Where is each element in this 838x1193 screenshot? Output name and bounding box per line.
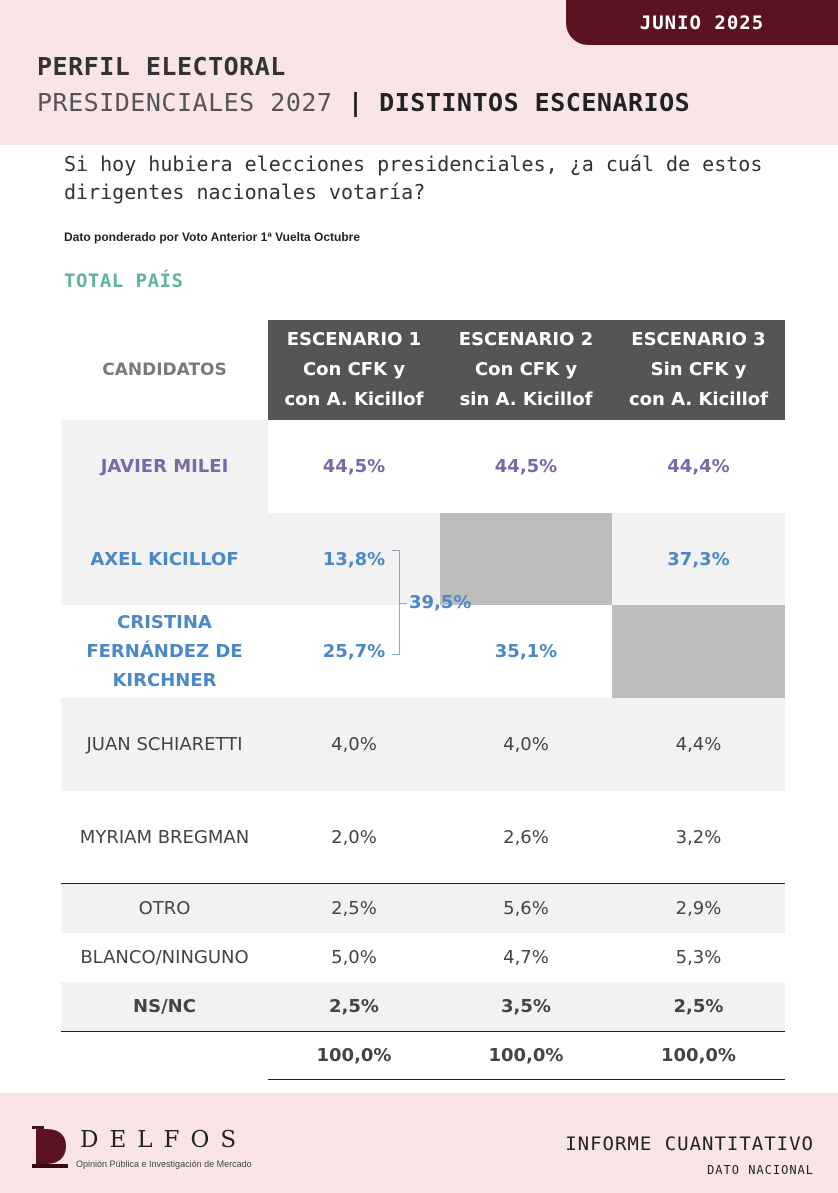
divider-table-bottom <box>268 1079 785 1080</box>
row-bg-schiaretti <box>61 698 785 791</box>
row-bg-kicillof <box>61 513 785 605</box>
combined-bracket-tick <box>400 603 407 604</box>
page-subtitle: PRESIDENCIALES 2027 | DISTINTOS ESCENARI… <box>37 88 690 117</box>
otro-scenario-1: 2,5% <box>331 898 377 919</box>
header-candidates: CANDIDATOS <box>102 360 227 380</box>
bregman-scenario-2: 2,6% <box>503 827 549 848</box>
survey-question: Si hoy hubiera elecciones presidenciales… <box>64 152 763 204</box>
scenario-1-line2: Con CFK y <box>302 359 406 380</box>
cfk-scenario-1: 25,7% <box>322 641 386 662</box>
nsnc-scenario-3: 2,5% <box>673 996 724 1017</box>
not-applicable-cell-scenario-2 <box>440 513 612 605</box>
kicillof-scenario-1: 13,8% <box>322 548 386 570</box>
combined-scenario-1: 39,5% <box>409 592 472 613</box>
candidate-schiaretti: JUAN SCHIARETTI <box>86 734 243 755</box>
cfk-name-line2: FERNÁNDEZ DE <box>86 641 243 662</box>
milei-values-bg <box>268 420 785 513</box>
subtitle-part-b: DISTINTOS ESCENARIOS <box>379 88 691 117</box>
weighting-note: Dato ponderado por Voto Anterior 1ª Vuel… <box>64 230 361 244</box>
blanco-scenario-2: 4,7% <box>503 947 549 968</box>
scenario-3-line1: ESCENARIO 3 <box>631 329 766 350</box>
option-nsnc: NS/NC <box>133 996 196 1017</box>
header-scenario-1: ESCENARIO 1 Con CFK y con A. Kicillof <box>268 320 440 420</box>
schiaretti-scenario-2: 4,0% <box>503 734 549 755</box>
scenario-2-line1: ESCENARIO 2 <box>458 329 594 350</box>
logo-tagline: Opinión Pública e Investigación de Merca… <box>76 1159 252 1169</box>
cfk-scenario-2: 35,1% <box>494 641 558 662</box>
nsnc-scenario-1: 2,5% <box>329 996 379 1017</box>
subtitle-part-a: PRESIDENCIALES 2027 <box>37 88 333 117</box>
scenario-3-line2: Sin CFK y <box>650 359 747 380</box>
milei-scenario-3: 44,4% <box>667 456 730 477</box>
row-bg-otro <box>61 884 785 933</box>
candidate-milei: JAVIER MILEI <box>100 456 229 477</box>
milei-scenario-1: 44,5% <box>322 456 386 477</box>
header-scenario-2: ESCENARIO 2 Con CFK y sin A. Kicillof <box>440 320 612 420</box>
otro-scenario-2: 5,6% <box>503 898 549 919</box>
row-bg-nsnc <box>61 982 785 1031</box>
scenario-2-line2: Con CFK y <box>474 359 578 380</box>
divider-other-options <box>61 883 785 884</box>
delfos-logo-icon <box>32 1126 68 1168</box>
blanco-scenario-3: 5,3% <box>675 947 722 968</box>
scenario-1-line1: ESCENARIO 1 <box>286 329 422 350</box>
logo-wordmark: DELFOS <box>80 1127 248 1153</box>
total-scenario-1: 100,0% <box>316 1045 392 1066</box>
divider-totals <box>61 1031 785 1032</box>
bregman-scenario-1: 2,0% <box>331 827 377 848</box>
cfk-name-line1: CRISTINA <box>117 612 212 633</box>
scenario-3-line3: con A. Kicillof <box>629 389 768 410</box>
date-badge: JUNIO 2025 <box>566 0 838 45</box>
candidate-cfk: CRISTINA FERNÁNDEZ DE KIRCHNER <box>61 605 268 698</box>
total-scenario-3: 100,0% <box>661 1045 736 1066</box>
section-label: TOTAL PAÍS <box>64 270 184 292</box>
header-scenario-3: ESCENARIO 3 Sin CFK y con A. Kicillof <box>612 320 785 420</box>
total-scenario-2: 100,0% <box>488 1045 564 1066</box>
combined-bracket <box>392 550 400 655</box>
bregman-scenario-3: 3,2% <box>675 827 722 848</box>
option-blanco: BLANCO/NINGUNO <box>80 947 249 968</box>
report-title: INFORME CUANTITATIVO <box>565 1133 814 1155</box>
scenario-2-line3: sin A. Kicillof <box>459 389 593 410</box>
schiaretti-scenario-1: 4,0% <box>331 734 377 755</box>
schiaretti-scenario-3: 4,4% <box>675 734 722 755</box>
otro-scenario-3: 2,9% <box>675 898 722 919</box>
kicillof-scenario-3: 37,3% <box>667 548 730 570</box>
scenario-1-line3: con A. Kicillof <box>284 389 424 410</box>
candidate-kicillof: AXEL KICILLOF <box>90 548 239 570</box>
subtitle-separator: | <box>348 88 364 117</box>
footer-band <box>0 1093 838 1193</box>
option-otro: OTRO <box>138 898 191 919</box>
cfk-name-line3: KIRCHNER <box>112 670 217 691</box>
candidate-bregman: MYRIAM BREGMAN <box>79 827 250 848</box>
blanco-scenario-1: 5,0% <box>331 947 377 968</box>
not-applicable-cell-scenario-3 <box>612 605 785 698</box>
milei-scenario-2: 44,5% <box>494 456 558 477</box>
page-title: PERFIL ELECTORAL <box>37 52 286 81</box>
report-subtitle: DATO NACIONAL <box>707 1163 814 1177</box>
nsnc-scenario-2: 3,5% <box>501 996 551 1017</box>
